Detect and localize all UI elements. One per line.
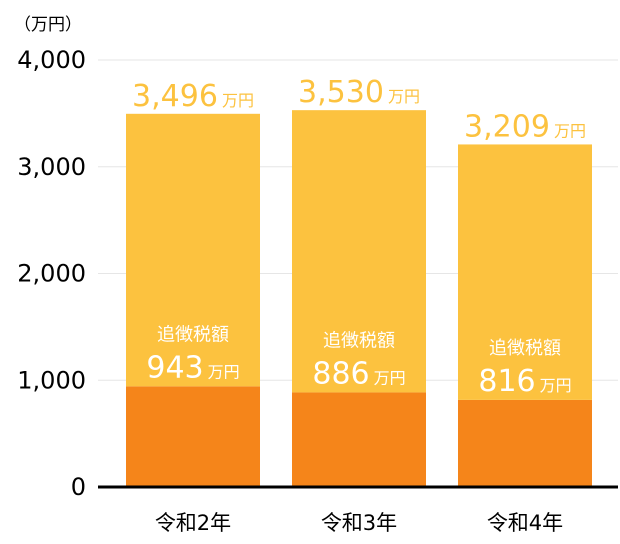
inner-series-label: 追徴税額: [489, 338, 561, 359]
inner-value-number: 886: [312, 356, 369, 391]
y-tick-label: 4,000: [17, 46, 86, 74]
inner-value-unit: 万円: [208, 362, 240, 381]
total-value-number: 3,530: [298, 75, 384, 110]
inner-series-label: 追徴税額: [157, 324, 229, 345]
bar-segment-tax: [458, 399, 592, 487]
inner-value-label: 886 万円: [312, 356, 405, 391]
y-tick-label: 1,000: [17, 366, 86, 394]
total-value-unit: 万円: [222, 91, 254, 110]
x-category-label: 令和3年: [321, 511, 397, 535]
inner-value-unit: 万円: [540, 376, 572, 395]
y-unit-label: （万円）: [14, 15, 82, 35]
total-value-number: 3,496: [132, 79, 218, 114]
x-category-label: 令和4年: [487, 511, 563, 535]
bar-segment-tax: [126, 386, 260, 487]
inner-value-number: 816: [478, 364, 535, 399]
bar-segment-other: [292, 110, 426, 393]
total-value-label: 3,496 万円: [132, 79, 254, 114]
total-value-number: 3,209: [464, 109, 550, 144]
inner-value-unit: 万円: [374, 368, 406, 387]
total-value-unit: 万円: [554, 121, 586, 140]
y-tick-label: 0: [71, 473, 86, 501]
y-tick-label: 2,000: [17, 260, 86, 288]
total-value-label: 3,530 万円: [298, 75, 420, 110]
inner-value-label: 816 万円: [478, 364, 571, 399]
inner-value-label: 943 万円: [146, 350, 239, 385]
total-value-label: 3,209 万円: [464, 109, 586, 144]
total-value-unit: 万円: [388, 87, 420, 106]
bar-segment-other: [126, 113, 260, 387]
y-tick-label: 3,000: [17, 153, 86, 181]
inner-series-label: 追徴税額: [323, 330, 395, 351]
bar-segment-other: [458, 144, 592, 400]
bar-segment-tax: [292, 392, 426, 487]
x-category-label: 令和2年: [155, 511, 231, 535]
inner-value-number: 943: [146, 350, 203, 385]
